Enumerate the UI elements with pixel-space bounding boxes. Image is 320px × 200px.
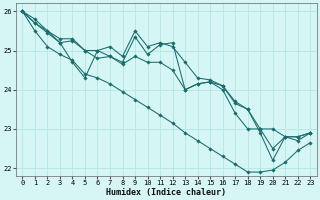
X-axis label: Humidex (Indice chaleur): Humidex (Indice chaleur) <box>106 188 226 197</box>
